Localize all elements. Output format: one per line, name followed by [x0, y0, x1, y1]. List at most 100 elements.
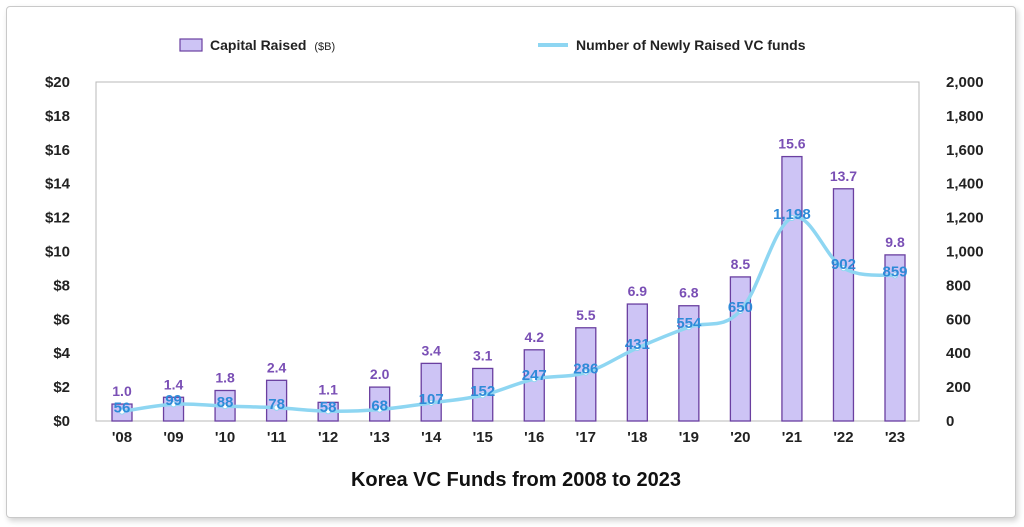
line-value-label: 286	[573, 361, 598, 378]
left-tick-label: $18	[45, 108, 70, 125]
bar-value-label: 2.4	[267, 359, 287, 375]
bar-value-label: 6.9	[628, 283, 648, 299]
line-value-label: 902	[831, 256, 856, 273]
left-tick-label: $4	[53, 345, 70, 362]
line-point	[170, 401, 177, 408]
left-tick-label: $8	[53, 277, 70, 294]
right-axis-ticks: 0 200 400 600 800 1,000 1,200 1,400 1,600 1,800 2,…	[946, 74, 984, 430]
right-tick-label: 1,600	[946, 142, 984, 159]
line-value-label: 1,198	[773, 206, 811, 223]
x-tick-label: '23	[885, 429, 905, 446]
line-point	[118, 408, 126, 415]
right-tick-label: 800	[946, 277, 971, 294]
legend-bar-name: Capital Raised	[210, 37, 306, 53]
bar-value-label: 1.8	[215, 369, 235, 385]
x-tick-label: '21	[782, 429, 802, 446]
line-path	[121, 215, 896, 414]
line-value-label: 152	[470, 383, 495, 400]
bar	[523, 349, 545, 422]
bar	[678, 305, 700, 422]
x-tick-label: '18	[627, 429, 647, 446]
x-tick-label: '13	[370, 429, 390, 446]
bar-value-label: 1.0	[112, 383, 132, 399]
right-tick-label: 1,000	[946, 244, 984, 261]
x-tick-label: '15	[473, 429, 493, 446]
left-tick-label: $10	[45, 244, 70, 261]
left-tick-label: $20	[45, 74, 70, 91]
bar	[832, 188, 855, 422]
left-tick-label: $6	[53, 311, 70, 328]
right-tick-label: 0	[946, 413, 954, 430]
line-point	[737, 307, 744, 314]
bar-value-label: 4.2	[525, 329, 545, 345]
x-tick-label: '11	[267, 429, 286, 446]
line-value-label: 99	[165, 392, 182, 409]
bar	[626, 303, 648, 422]
left-tick-label: $2	[53, 379, 70, 396]
right-tick-label: 600	[946, 311, 971, 328]
bar-value-label: 5.5	[576, 307, 596, 323]
line-value-label: 107	[419, 391, 444, 408]
bar-value-label: 1.1	[318, 381, 338, 397]
bar	[369, 386, 391, 422]
line-labels: 56 99 88 78 58 68 107 152 247 286 431 554 650 1,198 90…	[114, 206, 908, 417]
bar-value-label: 3.4	[421, 342, 441, 358]
legend-label-line: Number of Newly Raised VC funds	[576, 37, 806, 53]
line-value-label: 58	[320, 399, 337, 416]
legend-swatch-bar	[179, 38, 203, 52]
line-value-label: 650	[728, 299, 753, 316]
line-value-label: 859	[882, 263, 907, 280]
x-axis-ticks: '08 '09 '10 '11 '12 '13 '14 '15 '16 '17 '18 '19 '20 '…	[112, 429, 905, 446]
bar-value-label: 3.1	[473, 347, 493, 363]
x-tick-label: '20	[730, 429, 750, 446]
line-point	[788, 214, 796, 222]
left-tick-label: $14	[45, 176, 71, 193]
line-point	[840, 265, 847, 272]
line-point	[221, 402, 229, 410]
right-tick-label: 1,800	[946, 108, 984, 125]
x-tick-label: '10	[215, 429, 235, 446]
x-tick-label: '22	[833, 429, 853, 446]
line-value-label: 431	[625, 336, 650, 353]
bar-value-label: 1.4	[164, 376, 184, 392]
left-tick-label: $16	[45, 142, 70, 159]
bar-labels: 1.0 1.4 1.8 2.4 1.1 2.0 3.4 3.1 4.2 5.5 6.9 6.8 8.5 1…	[112, 136, 905, 399]
line-value-label: 247	[522, 367, 547, 384]
legend: Capital Raised ($B) Number of Newly Rais…	[179, 37, 806, 53]
line-value-label: 88	[217, 394, 234, 411]
x-tick-label: '08	[112, 429, 132, 446]
chart-title: Korea VC Funds from 2008 to 2023	[351, 469, 681, 491]
x-tick-label: '17	[576, 429, 596, 446]
bar-value-label: 6.8	[679, 285, 699, 301]
x-tick-label: '16	[524, 429, 544, 446]
plot-area	[95, 81, 920, 422]
line-value-label: 554	[676, 315, 702, 332]
bars	[111, 155, 906, 422]
line-value-label: 56	[114, 400, 131, 417]
left-axis-ticks: $0 $2 $4 $6 $8 $10 $12 $14 $16 $18 $20	[45, 74, 71, 430]
line-series	[118, 214, 899, 415]
right-tick-label: 2,000	[946, 74, 984, 91]
bar-value-label: 13.7	[830, 168, 857, 184]
bar-value-label: 15.6	[778, 136, 805, 152]
bar-value-label: 2.0	[370, 366, 390, 382]
line-value-label: 68	[371, 397, 388, 414]
line-point	[273, 404, 280, 411]
left-tick-label: $0	[53, 413, 70, 430]
line-point	[376, 406, 383, 413]
x-tick-label: '09	[163, 429, 183, 446]
bar-value-label: 9.8	[885, 234, 905, 250]
right-tick-label: 400	[946, 345, 971, 362]
x-tick-label: '14	[421, 429, 442, 446]
line-value-label: 78	[268, 396, 285, 413]
right-tick-label: 1,400	[946, 176, 984, 193]
bar	[729, 276, 752, 422]
bar	[781, 155, 803, 422]
line-point	[325, 408, 332, 415]
right-tick-label: 200	[946, 379, 971, 396]
legend-label-bar: Capital Raised ($B)	[210, 37, 335, 53]
legend-bar-unit: ($B)	[314, 41, 335, 53]
bar	[265, 379, 288, 422]
x-tick-label: '12	[318, 429, 338, 446]
line-point	[582, 369, 589, 376]
